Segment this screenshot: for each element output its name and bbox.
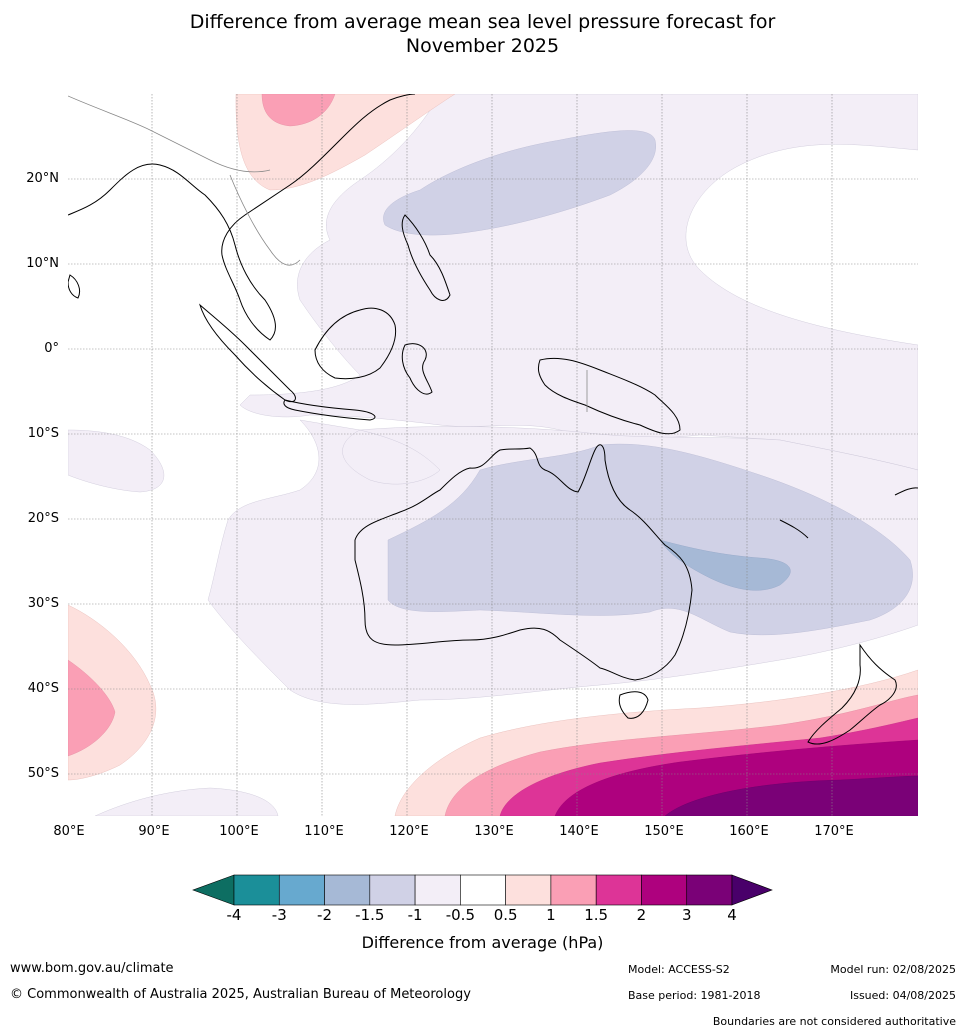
colorbar-swatch [641,874,688,906]
lat-label-20n: 20°N [26,171,59,186]
colorbar-swatch [324,874,371,906]
colorbar-swatch [278,874,325,906]
colorbar-tick-label: -4 [226,906,242,924]
copyright-notice: © Commonwealth of Australia 2025, Austra… [10,987,471,1002]
mainland-asia-coastline [68,94,416,341]
lon-label-150e: 150°E [644,824,684,839]
colorbar-tick-label: -2 [317,906,333,924]
colorbar-tick-label: 4 [727,906,737,924]
vanuatu-fiji-coastline [779,487,918,539]
lon-label-110e: 110°E [304,824,344,839]
colorbar-swatch [595,874,642,906]
borneo-coastline [314,307,397,380]
lat-label-40s: 40°S [27,681,59,696]
colorbar [192,874,773,906]
tasmania-coastline [618,691,649,719]
model-name: Model: ACCESS-S2 [628,963,730,976]
colorbar-tick-label: -1.5 [355,906,385,924]
lat-label-50s: 50°S [27,766,59,781]
anomaly-region-minus-2-to-minus-1.5 [659,539,791,591]
colorbar-swatch [369,874,416,906]
colorbar-swatch [233,874,280,906]
colorbar-tick-label: 1.5 [584,906,609,924]
colorbar-tick-label: -3 [271,906,287,924]
lon-label-120e: 120°E [389,824,429,839]
anomaly-region-minus-1.5-to-minus-1 [383,130,913,636]
colorbar-arrow-high [731,874,773,906]
colorbar-tick-label: -0.5 [445,906,475,924]
new-guinea-coastline [537,357,681,435]
lon-label-80e: 80°E [53,824,85,839]
australia-coastline [354,444,693,681]
lat-label-10n: 10°N [26,256,59,271]
philippines-coastline [401,214,451,301]
title-line-2: November 2025 [405,35,560,57]
lat-label-0: 0° [44,341,59,356]
colorbar-swatch [550,874,597,906]
colorbar-label: Difference from average (hPa) [361,933,604,952]
lon-label-170e: 170°E [814,824,854,839]
lon-label-130e: 130°E [474,824,514,839]
lon-label-100e: 100°E [219,824,259,839]
colorbar-tick-label: 1 [546,906,556,924]
colorbar-tick-label: 0.5 [493,906,518,924]
graticule [68,94,918,816]
lat-label-30s: 30°S [27,596,59,611]
coastlines [68,94,918,745]
base-period: Base period: 1981-2018 [628,989,761,1002]
colorbar-swatch [686,874,733,906]
title-line-1: Difference from average mean sea level p… [189,11,776,33]
sri-lanka-coastline [68,274,81,299]
colorbar-arrow-low [192,874,235,906]
colorbar-swatch [414,874,461,906]
website-link[interactable]: www.bom.gov.au/climate [10,961,174,976]
colorbar-tick-label: -1 [407,906,423,924]
map-title: Difference from average mean sea level p… [0,10,965,58]
lat-label-20s: 20°S [27,511,59,526]
issued-date: Issued: 04/08/2025 [849,989,956,1002]
new-zealand-coastline [807,643,897,745]
java-coastline [283,399,376,421]
boundaries-disclaimer: Boundaries are not considered authoritat… [712,1015,956,1028]
lon-label-90e: 90°E [138,824,170,839]
model-run-date: Model run: 02/08/2025 [830,963,956,976]
colorbar-tick-label: 2 [636,906,647,924]
colorbar-swatch [460,874,506,906]
anomaly-region-3-to-4 [664,775,918,816]
sulawesi-coastline [401,343,433,395]
lon-label-140e: 140°E [559,824,599,839]
lat-label-10s: 10°S [27,426,59,441]
colorbar-swatch [505,874,552,906]
colorbar-tick-label: 3 [681,906,692,924]
sumatra-coastline [199,303,296,403]
lon-label-160e: 160°E [729,824,769,839]
country-borders [68,95,588,412]
